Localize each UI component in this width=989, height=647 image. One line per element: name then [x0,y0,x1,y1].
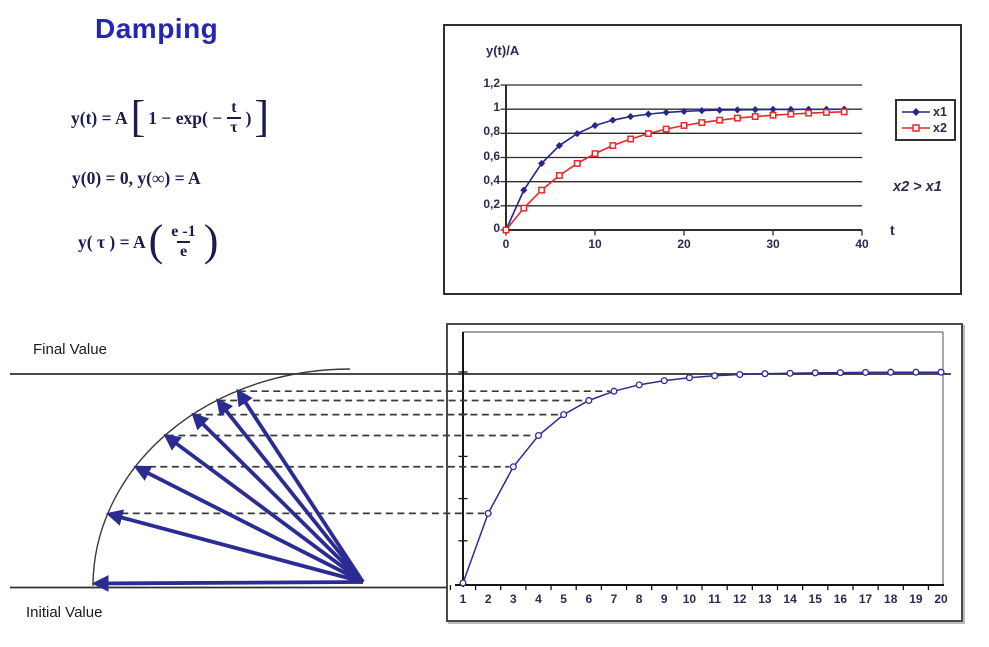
formula-close-paren: ) [245,107,252,128]
formula-lhs: y(t) = A [71,107,128,128]
damping-arrow [105,509,364,584]
formula-lhs: y( τ ) = A [78,231,146,252]
response-chart-panel: y(t)/A x1 x2 x2 > x1 t [443,24,962,295]
axis-tick-label: 20 [677,237,691,251]
fraction-numerator: e -1 [171,222,196,240]
axis-tick-label: 15 [808,592,822,606]
damping-arrow [163,434,365,584]
axis-tick-label: 0 [493,221,500,235]
fraction-e-minus-1-over-e: e -1 e [168,222,198,261]
axis-tick-label: 1 [493,100,500,115]
legend-row-x2: x2 [897,121,954,135]
axis-tick-label: 8 [635,592,643,606]
legend-label: x2 [933,121,947,135]
fraction-denominator: τ [227,116,241,137]
axis-tick-label: 12 [733,592,747,606]
chart-legend: x1 x2 [895,99,956,141]
fraction-t-over-tau: t τ [227,98,241,137]
initial-value-label: Initial Value [26,604,103,621]
formula-exp-decay: y(t) = A [ 1 − exp( − t τ ) ] [71,94,269,142]
axis-tick-label: 17 [858,592,873,606]
axis-tick-label: 10 [588,237,602,251]
axis-tick-label: 4 [535,592,542,606]
chart-y-axis-title: y(t)/A [486,43,520,58]
axis-tick-label: 30 [766,237,780,251]
axis-tick-label: 0,4 [483,172,500,187]
axis-tick-label: 7 [610,592,618,606]
damping-arrow [91,575,364,592]
axis-tick-label: 18 [884,592,898,606]
formula-at-tau: y( τ ) = A ( e -1 e ) [78,218,218,266]
axis-tick-label: 19 [909,592,923,606]
legend-row-x1: x1 [897,105,954,119]
axis-tick-label: 16 [833,592,848,606]
page-title: Damping [95,13,219,44]
axis-tick-label: 0,2 [483,196,500,211]
axis-tick-label: 1 [459,592,467,606]
axis-tick-label: 40 [855,237,869,251]
formula-boundary-values: y(0) = 0, y(∞) = A [72,168,201,188]
fraction-denominator: e [176,240,191,261]
damping-arrow [191,412,365,584]
damping-arrow [236,388,365,584]
axis-tick-label: 9 [660,592,668,606]
legend-label: x1 [933,105,947,119]
damping-arrow [216,398,365,584]
axis-tick-label: 3 [509,592,517,606]
axis-tick-label: 14 [783,592,797,606]
left-paren: ( [148,216,164,266]
axis-tick-label: 20 [934,592,948,606]
chart-x-axis-title: t [890,222,895,238]
damping-arrow [133,465,364,584]
axis-tick-label: 0,6 [483,148,500,163]
final-value-label: Final Value [33,341,107,358]
left-bracket: [ [130,92,146,142]
axis-tick-label: 5 [560,592,567,606]
right-bracket: ] [254,92,270,142]
legend-swatch-open-square [902,124,930,132]
axis-tick-label: 0 [502,237,510,251]
axis-tick-label: 11 [708,592,721,606]
formula-body: 1 − exp( − [148,107,223,128]
axis-tick-label: 6 [585,592,593,606]
axis-tick-label: 13 [758,592,772,606]
legend-swatch-filled-diamond [902,108,930,116]
axis-tick-label: 1,2 [483,76,500,90]
right-paren: ) [203,216,219,266]
axis-tick-label: 10 [682,592,697,606]
annotation-x2-gt-x1: x2 > x1 [893,179,942,195]
axis-tick-label: 2 [484,592,492,606]
axis-tick-label: 0,8 [483,124,500,139]
fraction-numerator: t [231,98,237,116]
